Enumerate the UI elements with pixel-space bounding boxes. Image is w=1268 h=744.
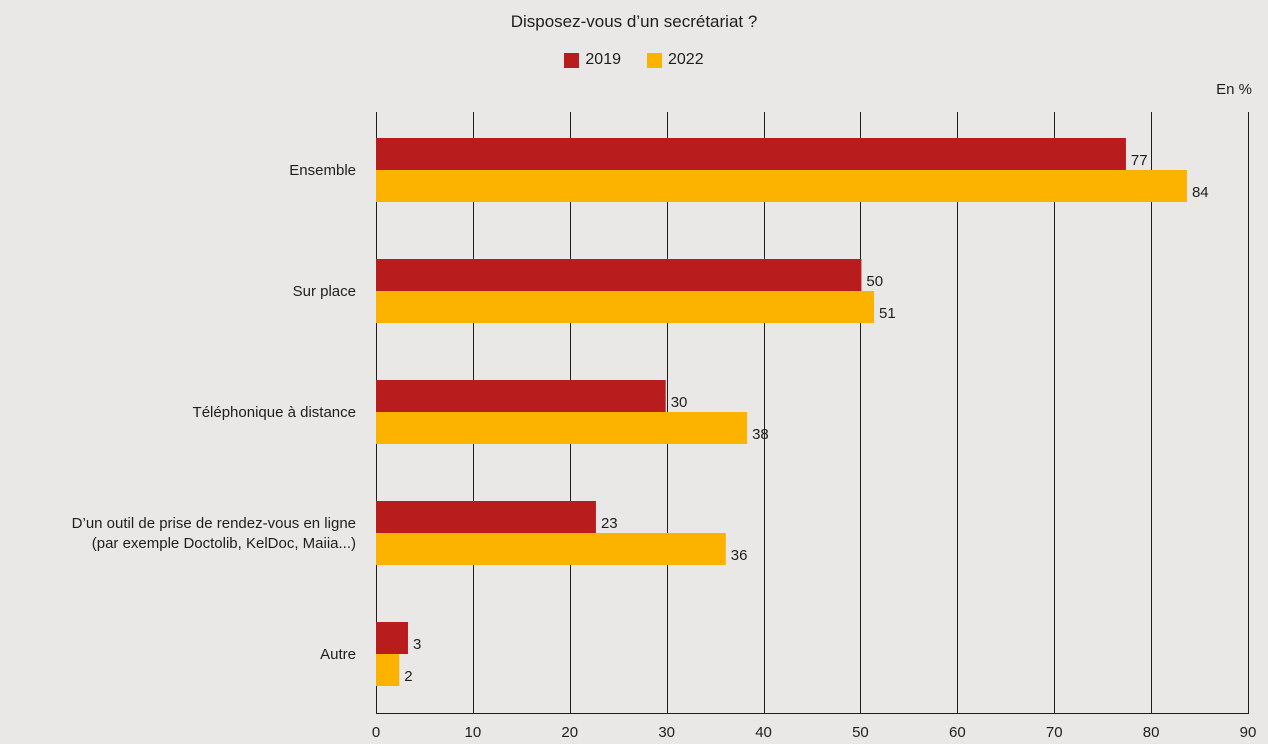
bar-2022-2 bbox=[376, 412, 748, 444]
bar-2022-1 bbox=[376, 291, 875, 323]
x-tick-label-3: 30 bbox=[658, 724, 675, 741]
x-tick-label-9: 90 bbox=[1240, 724, 1257, 741]
unit-label: En % bbox=[1216, 81, 1252, 98]
legend-item-2022: 2022 bbox=[647, 51, 704, 69]
bar-2019-3 bbox=[376, 501, 596, 533]
bar-2019-1 bbox=[376, 259, 862, 291]
x-tick-label-4: 40 bbox=[755, 724, 772, 741]
legend-swatch-2022 bbox=[647, 52, 662, 68]
bar-2019-2 bbox=[376, 380, 666, 412]
x-tick-label-0: 0 bbox=[372, 724, 380, 741]
bar-2019-4 bbox=[376, 622, 408, 654]
bar-2022-4 bbox=[376, 654, 400, 686]
legend-item-2019: 2019 bbox=[564, 51, 621, 69]
legend-label-2019: 2019 bbox=[585, 51, 621, 68]
x-tick-label-5: 50 bbox=[852, 724, 869, 741]
x-tick-label-8: 80 bbox=[1143, 724, 1160, 741]
data-label-2022-1: 51 bbox=[879, 305, 896, 322]
category-label-3-line-0: D’un outil de prise de rendez-vous en li… bbox=[72, 515, 356, 532]
x-tick-label-2: 20 bbox=[561, 724, 578, 741]
data-label-2019-0: 77 bbox=[1131, 152, 1148, 169]
category-label-3-line-1: (par exemple Doctolib, KelDoc, Maiia...) bbox=[92, 535, 356, 552]
data-label-2022-3: 36 bbox=[731, 547, 748, 564]
x-tick-label-7: 70 bbox=[1046, 724, 1063, 741]
legend-swatch-2019 bbox=[564, 52, 580, 68]
bar-2019-0 bbox=[376, 138, 1126, 170]
data-label-2022-4: 2 bbox=[404, 668, 412, 685]
category-label-4: Autre bbox=[320, 646, 356, 663]
data-label-2019-4: 3 bbox=[413, 636, 421, 653]
category-label-0: Ensemble bbox=[289, 162, 356, 179]
legend-label-2022: 2022 bbox=[668, 51, 704, 68]
category-label-1: Sur place bbox=[293, 283, 356, 300]
data-label-2022-2: 38 bbox=[752, 426, 769, 443]
data-label-2022-0: 84 bbox=[1192, 184, 1209, 201]
legend: 2019 2022 bbox=[0, 51, 1268, 69]
data-label-2019-3: 23 bbox=[601, 515, 618, 532]
x-tick-label-6: 60 bbox=[949, 724, 966, 741]
x-tick-label-1: 10 bbox=[465, 724, 482, 741]
chart-title: Disposez-vous d’un secrétariat ? bbox=[510, 12, 758, 31]
bar-2022-0 bbox=[376, 170, 1187, 202]
data-label-2019-1: 50 bbox=[866, 273, 883, 290]
bar-2022-3 bbox=[376, 533, 726, 565]
data-label-2019-2: 30 bbox=[671, 394, 688, 411]
category-label-2: Téléphonique à distance bbox=[193, 404, 356, 421]
